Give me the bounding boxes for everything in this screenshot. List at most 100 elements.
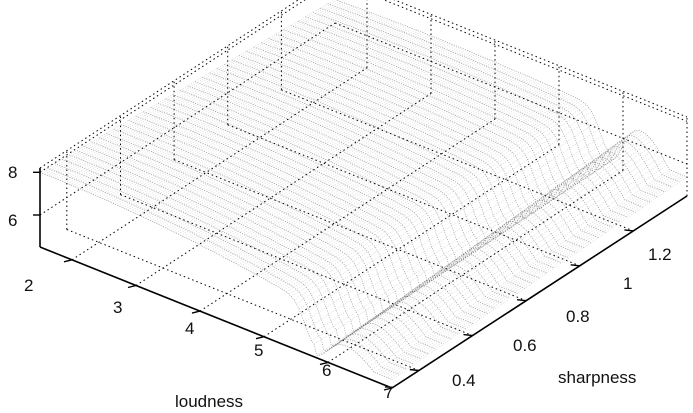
surface-mesh-line [97,20,393,197]
surface-mesh-line [175,51,471,234]
surface-mesh-line [168,48,464,230]
surface-mesh-line [75,12,371,187]
surface-mesh-line [82,15,378,191]
surface-mesh-line [303,129,600,323]
surface-mesh-line [379,171,675,375]
surface-mesh-line [354,137,650,352]
x-tick-label: 7 [384,383,393,402]
surface-mesh-line [216,68,570,259]
x-tick-label: 4 [185,319,194,338]
surface-mesh-line [344,130,640,346]
surface-mesh-line [218,69,514,255]
surface-mesh-line [381,172,678,376]
surface-mesh-line [291,104,587,297]
surface-mesh-line [76,150,430,355]
surface-mesh-line [213,67,509,253]
surface-mesh-line [351,134,647,350]
surface-mesh-line [248,83,544,271]
surface-mesh-line [233,76,529,263]
surface-mesh-line [228,74,524,260]
grid-line [382,0,688,122]
surface-mesh-line [202,76,555,269]
surface-mesh-line [165,47,461,229]
surface-mesh-line [42,0,338,174]
surface-mesh-line [288,102,585,295]
y-tick-mark [517,299,527,302]
surface-mesh-line [281,97,577,289]
x-tick-mark [127,284,137,289]
surface-mesh-line [80,14,376,190]
surface-mesh-line [238,55,592,243]
surface-mesh-line [92,18,388,195]
surface-mesh-line [261,42,614,228]
surface-mesh-line [210,66,507,251]
surface-mesh-line [87,16,383,193]
grid-line [39,0,306,173]
surface-mesh-line [62,7,358,182]
surface-mesh-line [384,173,680,377]
surface-mesh-line [336,132,632,346]
surface-mesh-line [183,54,479,237]
surface-mesh-line [386,174,683,378]
x-tick-label: 6 [322,361,331,380]
surface-mesh-line [190,58,487,241]
axes-box [33,168,688,391]
surface-mesh-line [165,98,518,294]
x-tick-mark [255,336,265,340]
surface-mesh-line [194,81,548,274]
surface-mesh-line [258,87,554,277]
surface-mesh-line [253,85,549,274]
surface-mesh-line [374,169,670,373]
surface-mesh-line [39,0,335,173]
y-tick-mark [409,368,419,372]
surface-mesh-line [188,57,484,240]
surface-mesh-line [72,11,368,186]
surface-mesh-line [268,38,621,223]
surface-mesh-line [215,68,512,254]
surface-mesh-line [178,52,474,235]
surface-mesh-line [290,25,643,208]
surface-mesh-line [283,29,636,213]
grid-line [120,194,473,337]
grid-line [39,22,336,216]
surface-mesh-line [185,55,481,239]
grid-line [39,0,300,169]
surface-mesh-line [209,72,562,264]
surface-mesh-line [246,81,542,270]
y-tick-label: 0.6 [513,336,537,355]
surface-mesh-line [203,63,499,247]
surface-mesh-line [67,9,363,184]
surface-mesh-line [349,132,645,348]
surface-mesh-line [276,95,572,287]
surface-mesh-line [223,72,519,258]
surface-mesh-line [57,5,353,180]
surface-mesh-line [256,86,552,275]
surface-mesh-line [95,19,391,196]
surface-mesh-line [224,64,577,254]
surface-mesh-line [107,24,404,202]
surface-mesh-line [366,155,663,364]
grid-line [393,0,688,118]
surface-mesh-line [195,60,492,244]
surface-mesh-line [313,151,610,345]
surface-mesh-line [135,115,489,314]
surface-mesh-line [273,94,569,285]
surface-mesh-line [157,102,511,299]
y-axis-line [391,195,688,389]
surface-mesh-line [179,89,533,284]
surface-mesh-line [220,70,517,257]
surface-mesh-line [389,175,685,379]
surface-mesh-line [328,143,625,350]
surface-mesh-line [54,4,351,179]
grid-line [334,22,688,165]
grid-line [66,229,419,371]
surface-mesh-line [205,64,502,249]
z-tick-label: 8 [8,163,17,182]
x-tick-label: 2 [24,276,33,295]
surface-mesh-line [326,148,622,352]
surface-mesh-line [263,89,559,279]
surface-mesh-line [238,78,534,266]
surface-mesh-line [106,133,459,335]
surface-mesh-line [64,8,361,183]
surface-mesh-line [54,163,407,370]
